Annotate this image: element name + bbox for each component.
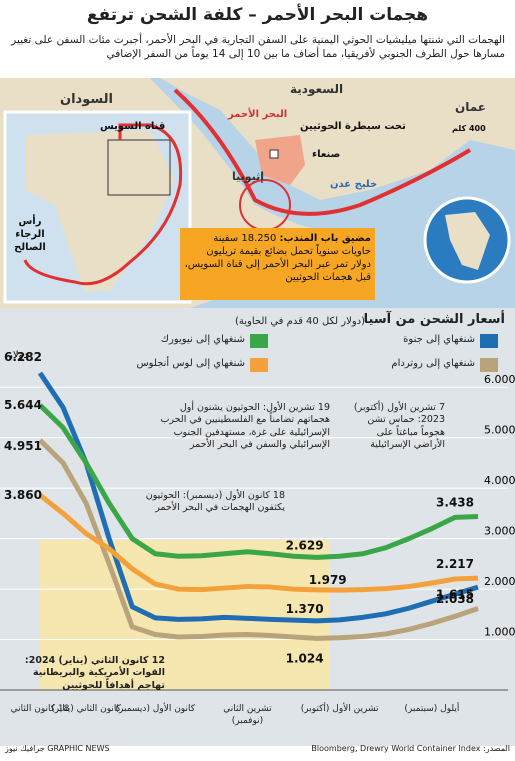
subtitle: الهجمات التي شنتها ميليشيات الحوثي اليمن… xyxy=(11,34,505,60)
map-label: رأس الرجاء الصالح xyxy=(14,216,46,253)
value-label: 1.979 xyxy=(309,573,347,587)
chart-subtitle: (دولار لكل 40 قدم في الحاوية) xyxy=(234,316,365,327)
value-label: 4.951 xyxy=(4,439,42,453)
value-label: 1.615 xyxy=(436,588,474,602)
legend-label: شنغهاي إلى جنوة xyxy=(403,334,475,345)
value-label: 2.038 xyxy=(436,592,474,606)
callout-title: مضيق باب المندب: xyxy=(279,233,371,244)
x-tick-label: كانون الأول (ديسمبر) xyxy=(115,704,195,714)
globe-land xyxy=(445,212,490,270)
credit: GRAPHIC NEWS جرافيك نيوز xyxy=(5,744,110,753)
value-label: 2.217 xyxy=(436,557,474,571)
x-tick-label: 18 كانون الثاني xyxy=(10,704,70,714)
legend-swatch xyxy=(480,334,498,348)
inset-frame xyxy=(107,139,171,196)
value-label: 2.629 xyxy=(286,538,324,552)
value-label: 6.282 xyxy=(4,350,42,364)
houthi-area xyxy=(255,135,305,185)
chart-title: أسعار الشحن من آسيا xyxy=(363,312,505,327)
route xyxy=(173,88,472,216)
y-tick-label: 2.000 xyxy=(484,575,515,588)
annotation: 18 كانون الأول (ديسمبر): الحوثيون يكثفون… xyxy=(145,490,285,514)
highlight xyxy=(40,540,330,690)
x-tick-label: أيلول (سبتمبر) xyxy=(404,704,460,714)
value-label: 3.438 xyxy=(436,496,474,510)
x-tick-label: تشرين الثاني (نوفمبر) xyxy=(223,704,272,726)
map-label: السعودية xyxy=(290,82,344,96)
series-line xyxy=(38,438,479,641)
callout-text: 18.250 سفينة حاويات سنوياً تحمل بضائع بق… xyxy=(184,233,371,283)
map-label: السودان xyxy=(60,92,113,107)
legend-label: شنغهاي إلى روتردام xyxy=(391,358,475,369)
map-label: صنعاء xyxy=(312,149,341,160)
y-tick-label: 4.000 xyxy=(484,474,515,487)
title: هجمات البحر الأحمر – كلفة الشحن ترتفع xyxy=(86,5,429,25)
map-label: تحت سيطرة الحوثيين xyxy=(300,121,406,132)
legend-swatch xyxy=(250,358,268,372)
map-label: قناة السويس xyxy=(100,121,166,132)
callout: مضيق باب المندب: 18.250 سفينة حاويات سنو… xyxy=(184,232,371,284)
cape-route xyxy=(23,123,183,286)
value-label: 1.370 xyxy=(286,602,324,616)
annotation: 7 تشرين الأول (أكتوبر) 2023: حماس تشن هج… xyxy=(353,402,445,451)
y-tick-label: 5.000 xyxy=(484,424,515,437)
annotation: 12 كانون الثاني (يناير) 2024: القوات الأ… xyxy=(24,655,165,691)
arabia xyxy=(0,78,515,200)
legend-label: شنغهاي إلى لوس أنجلوس xyxy=(136,358,245,369)
y-tick-label: 6.000 xyxy=(484,373,515,386)
map-label: عمان xyxy=(455,100,486,114)
y-tick-label: 1.000 xyxy=(484,626,515,639)
x-tick-label: كانون الثاني (يناير) xyxy=(51,704,121,714)
map-label: 400 كلم xyxy=(452,124,486,133)
inset-africa xyxy=(25,130,175,292)
source: المصدر: Bloomberg, Drewry World Containe… xyxy=(311,744,510,753)
y-label: دولار xyxy=(7,350,28,361)
map-label: خليج عدن xyxy=(330,179,378,190)
map-label: إثيوبيا xyxy=(232,170,265,183)
value-label: 1.024 xyxy=(286,651,324,665)
annotation: 19 تشرين الأول: الحوثيون يشنون أول هجمات… xyxy=(160,402,330,451)
series-line xyxy=(38,403,479,560)
value-label: 3.860 xyxy=(4,488,42,502)
map-label: البحر الأحمر xyxy=(228,109,288,120)
legend-label: شنغهاي إلى نيويورك xyxy=(160,334,245,345)
x-tick-label: تشرين الأول (أكتوبر) xyxy=(300,704,379,714)
value-label: 5.644 xyxy=(4,398,42,412)
legend-swatch xyxy=(250,334,268,348)
sanaa-marker xyxy=(269,149,279,159)
series-line xyxy=(38,493,479,593)
legend-swatch xyxy=(480,358,498,372)
y-tick-label: 3.000 xyxy=(484,525,515,538)
callout-box xyxy=(180,228,375,300)
